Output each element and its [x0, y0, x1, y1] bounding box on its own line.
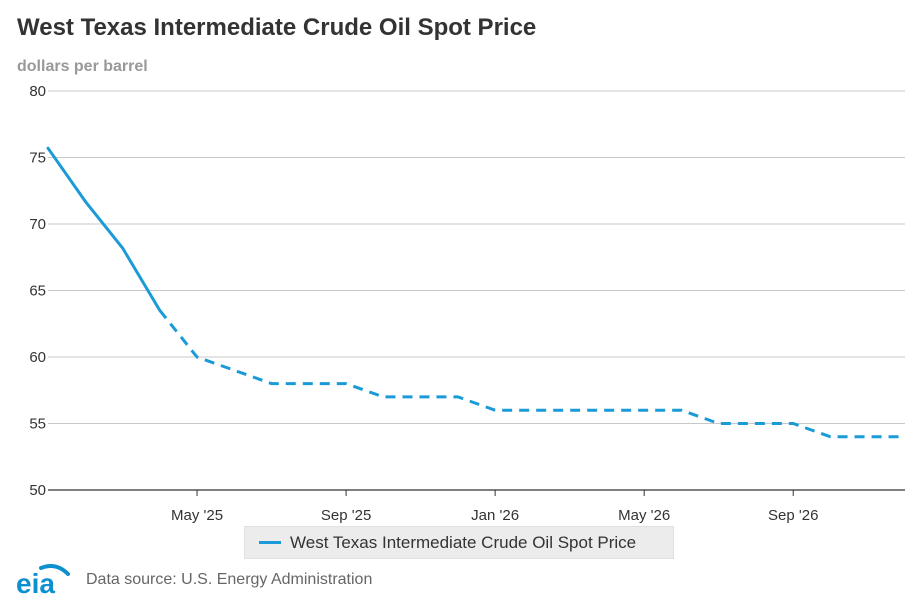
legend[interactable]: West Texas Intermediate Crude Oil Spot P… — [244, 526, 674, 559]
series-0-point-2025-09 — [344, 382, 348, 386]
series-0-point-2025-05 — [195, 355, 199, 359]
y-axis-unit-label: dollars per barrel — [17, 58, 148, 75]
legend-swatch — [259, 541, 281, 544]
y-tick-label-60: 60 — [29, 349, 46, 366]
series-0-point-2026-08 — [754, 422, 758, 426]
series-0-point-2026-04 — [605, 408, 609, 412]
legend-label-wti: West Texas Intermediate Crude Oil Spot P… — [290, 532, 637, 552]
x-tick-label-2026-05: May '26 — [618, 507, 670, 524]
series-0-point-2025-01 — [46, 146, 50, 150]
series-0-point-2025-12 — [456, 395, 460, 399]
series-0-point-2026-03 — [568, 408, 572, 412]
y-tick-label-80: 80 — [29, 83, 46, 100]
series-0-point-2025-03 — [121, 246, 125, 250]
y-tick-label-65: 65 — [29, 283, 46, 300]
eia-logo-text: eia — [16, 568, 55, 599]
series-0-point-2026-12 — [903, 435, 907, 439]
y-tick-label-70: 70 — [29, 216, 46, 233]
series-0-historical-line — [46, 146, 162, 312]
series-0-point-2025-07 — [270, 382, 274, 386]
y-tick-label-55: 55 — [29, 416, 46, 433]
chart-title: West Texas Intermediate Crude Oil Spot P… — [17, 14, 537, 41]
series-0-point-2025-02 — [83, 199, 87, 203]
series-0-point-2026-07 — [717, 422, 721, 426]
series-0-point-2026-11 — [866, 435, 870, 439]
x-tick-label-2025-09: Sep '25 — [321, 507, 371, 524]
series-0-point-2026-09 — [791, 422, 795, 426]
y-tick-label-50: 50 — [29, 482, 46, 499]
series-0-point-2026-05 — [642, 408, 646, 412]
series-lines — [46, 146, 907, 439]
series-0-point-2026-10 — [829, 435, 833, 439]
y-axis-ticks: 50 55 60 65 70 75 80 — [29, 83, 46, 499]
x-tick-label-2026-01: Jan '26 — [471, 507, 519, 524]
series-0-point-2026-06 — [679, 408, 683, 412]
series-0-point-2025-11 — [419, 395, 423, 399]
x-tick-label-2026-09: Sep '26 — [768, 507, 818, 524]
series-0-point-2025-06 — [232, 368, 236, 372]
data-source-note: Data source: U.S. Energy Administration — [86, 571, 373, 588]
series-0-point-2026-02 — [530, 408, 534, 412]
series-0-point-2025-10 — [381, 395, 385, 399]
y-tick-label-75: 75 — [29, 150, 46, 167]
x-tick-label-2025-05: May '25 — [171, 507, 223, 524]
eia-logo: eia — [16, 564, 70, 599]
footer: eia Data source: U.S. Energy Administrat… — [14, 560, 372, 600]
series-0-point-2025-04 — [158, 308, 162, 312]
series-0-point-2026-01 — [493, 408, 497, 412]
grid-lines — [48, 90, 905, 491]
series-0-forecast-line — [158, 309, 905, 439]
series-0-point-2025-08 — [307, 382, 311, 386]
x-axis-ticks: May '25 Sep '25 Jan '26 May '26 Sep '26 — [171, 490, 818, 524]
